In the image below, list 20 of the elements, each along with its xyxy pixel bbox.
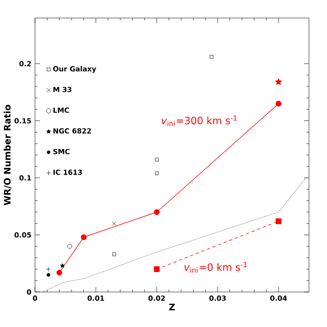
point bbox=[67, 244, 72, 249]
point bbox=[276, 100, 282, 106]
point bbox=[112, 252, 116, 256]
point bbox=[80, 234, 87, 240]
point bbox=[56, 270, 62, 276]
annotation: v$_{ini}$=0 km s$^{-1}$ bbox=[184, 262, 247, 273]
annotation: v$_{ini}$=300 km s$^{-1}$ bbox=[162, 115, 237, 126]
point bbox=[46, 266, 51, 272]
point bbox=[46, 273, 50, 277]
point bbox=[154, 266, 160, 272]
point bbox=[275, 78, 282, 85]
point bbox=[210, 55, 214, 59]
point bbox=[112, 221, 116, 226]
point bbox=[276, 218, 282, 224]
point bbox=[154, 171, 159, 176]
point bbox=[154, 158, 159, 162]
point bbox=[60, 263, 65, 268]
y-axis-title: WR/O Number Ratio bbox=[4, 104, 12, 206]
point bbox=[154, 209, 160, 215]
x-axis-title: Z bbox=[169, 304, 175, 310]
